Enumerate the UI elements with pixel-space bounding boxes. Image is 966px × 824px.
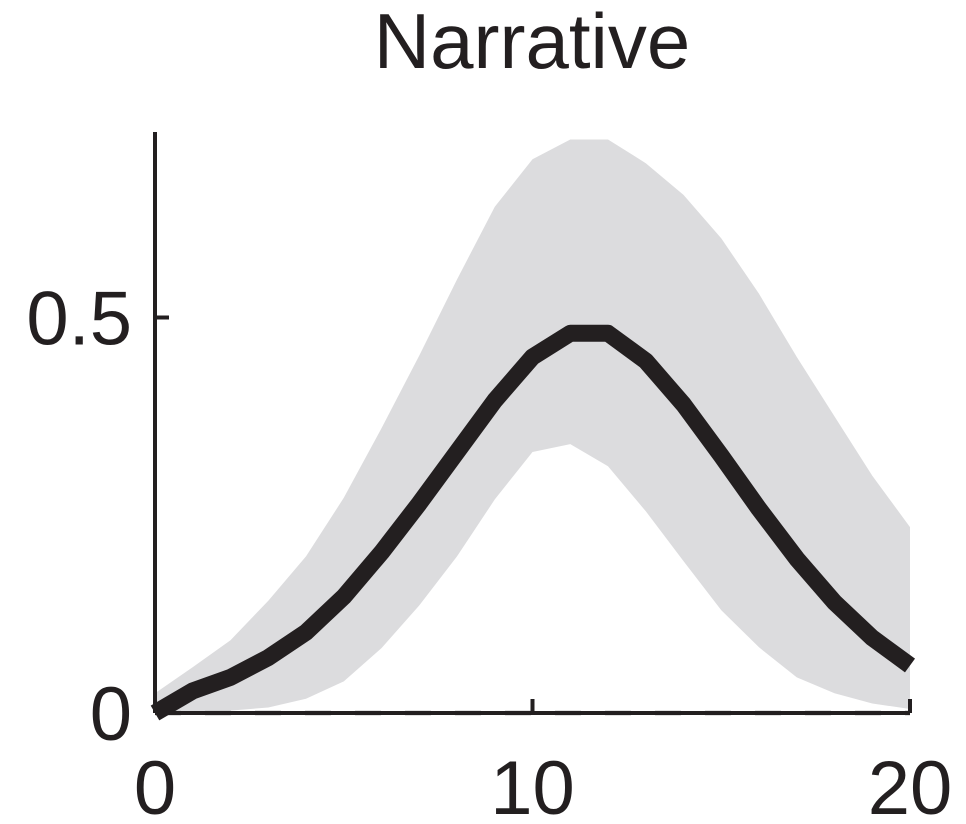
x-tick-label: 10 — [490, 746, 575, 824]
y-tick-label: 0.5 — [26, 276, 132, 361]
x-tick-label: 0 — [134, 746, 176, 824]
series-line — [150, 324, 916, 721]
x-tick-label: 20 — [868, 746, 953, 824]
x-ticks: 0 10 20 — [134, 699, 952, 824]
y-tick-label: 0 — [90, 672, 132, 757]
y-ticks: 00.5 — [26, 276, 169, 757]
confidence-band — [155, 139, 910, 713]
confidence-band-layer — [155, 139, 910, 713]
chart-title: Narrative — [374, 0, 690, 85]
series-line-layer — [150, 324, 916, 721]
